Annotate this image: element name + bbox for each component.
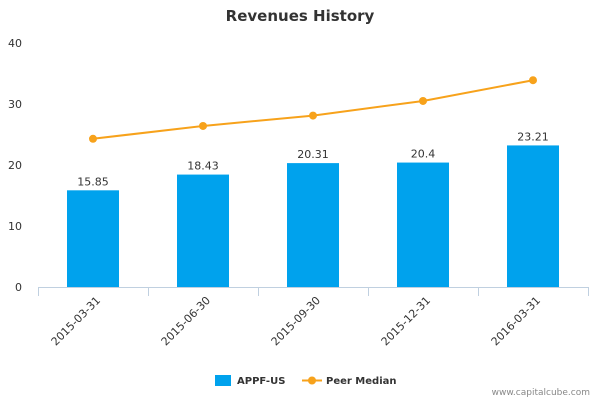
- line-series: [89, 76, 537, 143]
- peer-median-point[interactable]: [309, 111, 317, 120]
- peer-median-point[interactable]: [199, 121, 207, 130]
- y-axis: 0 10 20 30 40: [8, 37, 22, 294]
- y-tick-label: 40: [8, 37, 22, 50]
- peer-median-point[interactable]: [529, 76, 537, 85]
- legend: APPF-US Peer Median: [215, 375, 397, 387]
- bar[interactable]: [67, 190, 119, 287]
- legend-swatch-bar: [215, 375, 231, 386]
- x-tick-label: 2015-06-30: [159, 294, 213, 348]
- bar[interactable]: [287, 163, 339, 287]
- bar-data-labels: 15.85 18.43 20.31 20.4 23.21: [77, 130, 549, 188]
- bar[interactable]: [397, 162, 449, 287]
- legend-label-line[interactable]: Peer Median: [326, 376, 397, 387]
- legend-label-bar[interactable]: APPF-US: [237, 376, 285, 387]
- x-tick-label: 2015-09-30: [269, 294, 323, 348]
- bar-value-label: 15.85: [77, 175, 109, 188]
- credit-text: www.capitalcube.com: [492, 388, 590, 398]
- bar-value-label: 18.43: [187, 160, 219, 173]
- bar[interactable]: [507, 145, 559, 287]
- y-tick-label: 20: [8, 159, 22, 172]
- y-tick-label: 10: [8, 220, 22, 233]
- x-tick-label: 2015-12-31: [379, 294, 433, 348]
- peer-median-line: [92, 79, 534, 140]
- y-tick-label: 30: [8, 98, 22, 111]
- bar-value-label: 20.4: [411, 148, 436, 161]
- bar-value-label: 20.31: [297, 148, 329, 161]
- bar[interactable]: [177, 174, 229, 287]
- x-axis: 2015-03-31 2015-06-30 2015-09-30 2015-12-31…: [38, 287, 589, 348]
- chart-title: Revenues History: [226, 7, 375, 25]
- peer-median-point[interactable]: [419, 96, 427, 105]
- legend-swatch-marker: [308, 376, 316, 385]
- bar-series: [67, 145, 559, 287]
- peer-median-point[interactable]: [89, 134, 97, 143]
- y-tick-label: 0: [15, 281, 22, 294]
- bar-value-label: 23.21: [517, 130, 549, 143]
- x-tick-label: 2015-03-31: [49, 294, 103, 348]
- x-tick-label: 2016-03-31: [489, 294, 543, 348]
